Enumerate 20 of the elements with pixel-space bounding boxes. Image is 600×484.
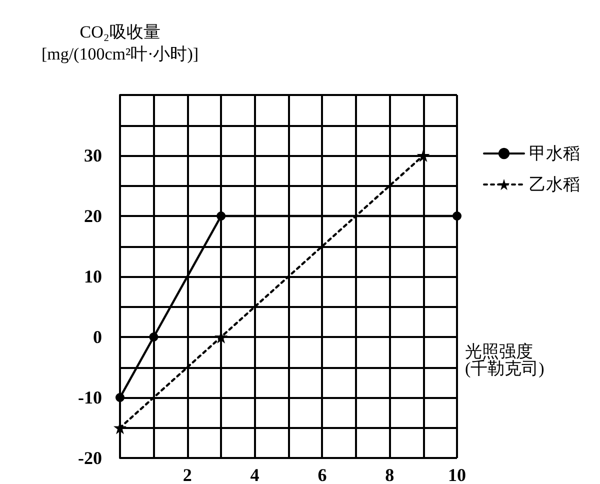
legend-label: 乙水稻 bbox=[529, 175, 580, 194]
y-tick-label: -10 bbox=[78, 388, 102, 408]
x-axis-title: 光照强度 (千勒克司) bbox=[465, 342, 544, 378]
x-tick-label: 2 bbox=[182, 465, 192, 484]
y-tick-label: 20 bbox=[84, 206, 102, 226]
x-tick-label: 8 bbox=[385, 465, 394, 484]
y-tick-label: -20 bbox=[78, 448, 102, 468]
x-tick-label: 10 bbox=[448, 465, 466, 484]
y-tick-label: 0 bbox=[93, 327, 102, 347]
point bbox=[452, 212, 462, 220]
y-axis-title: CO₂吸收量 [mg/(100cm²叶·小时)] bbox=[41, 22, 199, 64]
x-tick-label: 6 bbox=[318, 465, 327, 484]
point bbox=[416, 149, 430, 162]
x-tick-label: 4 bbox=[250, 465, 260, 484]
point bbox=[216, 212, 226, 220]
legend-label: 甲水稻 bbox=[529, 144, 580, 163]
y-tick-label: 30 bbox=[84, 146, 102, 166]
point bbox=[149, 332, 158, 342]
point bbox=[116, 393, 124, 402]
y-tick-label: 10 bbox=[84, 266, 102, 286]
